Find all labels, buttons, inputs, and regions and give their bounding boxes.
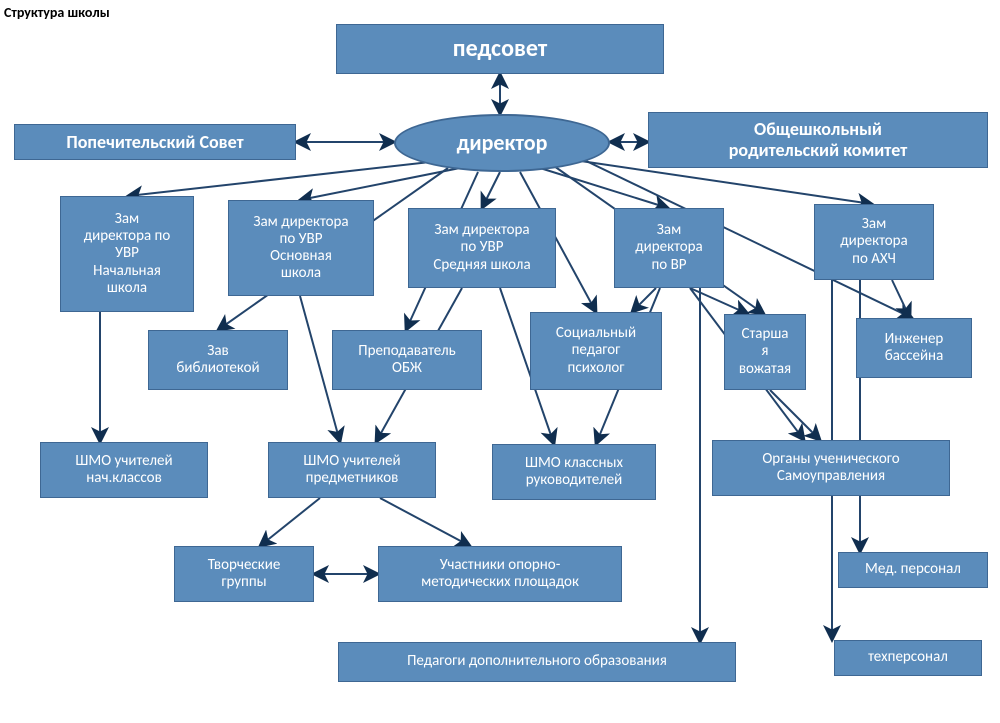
- node-parents: Общешкольныйродительский комитет: [648, 112, 988, 168]
- node-obzh: ПреподавательОБЖ: [332, 330, 482, 390]
- edge-shmo2-tvor: [260, 498, 320, 546]
- node-zam4: Замдиректорапо ВР: [614, 208, 724, 288]
- edge-director-zam2: [300, 168, 460, 200]
- edge-vozh-samoup: [770, 390, 820, 440]
- edge-director-zam4: [540, 168, 668, 208]
- node-lib: Завбиблиотекой: [148, 330, 288, 390]
- edge-shmo2-uchast: [380, 498, 470, 546]
- node-shmo2: ШМО учителейпредметников: [268, 442, 436, 498]
- node-trustees: Попечительский Совет: [14, 124, 296, 160]
- node-tvor: Творческиегруппы: [174, 546, 314, 602]
- edge-zam4-soc: [632, 288, 656, 312]
- edge-zam5-eng: [892, 280, 910, 318]
- node-zam2: Зам директорапо УВРОсновнаяшкола: [228, 200, 374, 296]
- node-uchast: Участники опорно-методических площадок: [378, 546, 622, 602]
- edge-director-zam1: [128, 162, 430, 196]
- node-shmo3: ШМО классныхруководителей: [492, 444, 656, 500]
- node-zam1: Замдиректора поУВРНачальнаяшкола: [60, 196, 194, 312]
- node-pedsovet: педсовет: [336, 24, 664, 74]
- node-samoup: Органы ученическогоСамоуправления: [712, 440, 950, 496]
- node-director: директор: [394, 114, 610, 172]
- node-peddop: Педагоги дополнительного образования: [338, 642, 736, 682]
- page-title: Структура школы: [4, 4, 110, 21]
- node-soc: Социальныйпедагогпсихолог: [530, 312, 662, 390]
- node-vozh: Старшаявожатая: [724, 314, 806, 390]
- node-zam3: Зам директорапо УВРСредняя школа: [408, 208, 556, 288]
- node-eng: Инженербассейна: [856, 318, 972, 378]
- node-med: Мед. персонал: [838, 552, 988, 588]
- edge-zam4-vozh: [690, 288, 748, 314]
- node-tech: техперсонал: [834, 640, 982, 676]
- node-shmo1: ШМО учителейнач.классов: [40, 442, 208, 498]
- node-zam5: Замдиректорапо АХЧ: [814, 204, 934, 280]
- edge-director-zam3: [482, 172, 500, 208]
